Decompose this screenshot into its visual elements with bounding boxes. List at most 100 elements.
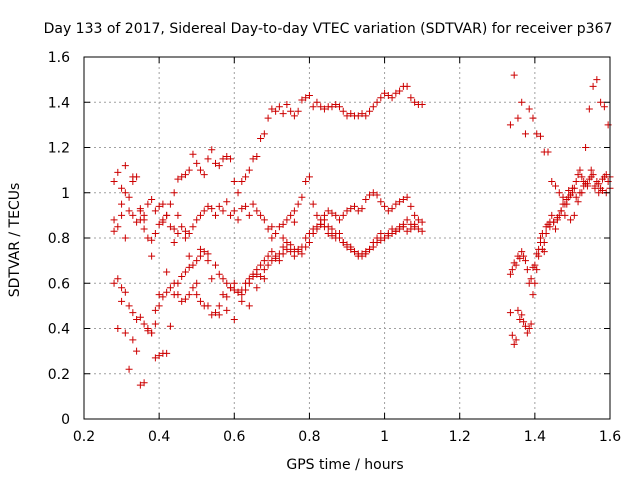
data-point [268, 234, 276, 242]
data-point [309, 200, 317, 208]
data-point [529, 114, 537, 122]
y-tick-label: 1.4 [48, 95, 70, 111]
data-point [565, 186, 573, 194]
x-tick-label: 0.6 [223, 429, 245, 445]
data-point [163, 288, 171, 296]
data-point [572, 177, 580, 185]
data-point [332, 211, 340, 219]
data-point [151, 229, 159, 237]
data-point [418, 227, 426, 235]
data-point [155, 291, 163, 299]
data-point [283, 245, 291, 253]
data-point [529, 291, 537, 299]
data-point [114, 325, 122, 332]
data-point [196, 166, 204, 174]
data-point [253, 153, 261, 161]
data-point [219, 207, 227, 215]
data-point [249, 272, 257, 280]
data-point [392, 89, 400, 97]
data-point [561, 200, 569, 208]
data-point [287, 211, 295, 219]
data-point [260, 130, 268, 138]
data-point [279, 234, 287, 242]
data-point [521, 322, 529, 330]
x-tick-labels: 0.2 0.4 0.6 0.8 1 1.2 1.4 1.6 [73, 429, 621, 445]
data-point [196, 211, 204, 219]
data-point [309, 229, 317, 237]
data-point [148, 236, 156, 244]
data-point [234, 189, 242, 197]
data-point [403, 82, 411, 90]
data-point [512, 336, 520, 344]
data-point [166, 200, 174, 208]
data-point [238, 291, 246, 299]
data-point [343, 112, 351, 120]
y-axis-label: SDTVAR / TECUs [7, 183, 23, 298]
data-point [335, 229, 343, 237]
data-point [294, 107, 302, 115]
data-point [279, 243, 287, 251]
data-point [302, 177, 310, 185]
data-point [121, 288, 129, 296]
data-point [506, 121, 514, 129]
data-point [257, 134, 265, 142]
data-point [125, 302, 133, 310]
data-point [208, 146, 216, 154]
data-point [200, 171, 208, 179]
data-point [548, 211, 556, 219]
data-point [548, 177, 556, 185]
data-point [121, 162, 129, 170]
data-point [170, 225, 178, 233]
plot-frame [83, 56, 611, 420]
data-point [155, 220, 163, 228]
data-point [193, 291, 201, 299]
data-point [155, 202, 163, 210]
data-point [347, 243, 355, 251]
data-point [324, 229, 332, 237]
data-point [384, 232, 392, 240]
data-point [294, 248, 302, 256]
data-point [166, 284, 174, 292]
data-point [302, 94, 310, 102]
data-point [133, 218, 141, 226]
data-point [268, 257, 276, 265]
data-point [155, 352, 163, 360]
data-point [369, 243, 377, 251]
y-tick-label: 0.8 [48, 231, 70, 247]
data-point [178, 272, 186, 280]
data-point [245, 166, 253, 174]
data-point [514, 114, 522, 122]
data-point [366, 107, 374, 115]
data-point [208, 205, 216, 213]
data-point [347, 205, 355, 213]
data-point [178, 173, 186, 181]
data-point [110, 227, 118, 235]
data-point [305, 91, 313, 99]
data-point [358, 252, 366, 260]
data-point [597, 98, 605, 106]
data-point [181, 171, 189, 179]
data-point [129, 336, 137, 344]
data-point [536, 239, 544, 247]
data-point [212, 159, 219, 167]
data-point [320, 105, 328, 113]
data-point [369, 103, 377, 111]
data-point [159, 293, 167, 301]
data-point [260, 275, 268, 283]
data-point [568, 184, 576, 192]
data-point [354, 112, 362, 120]
data-point [121, 189, 129, 197]
data-point [411, 220, 419, 228]
data-point [136, 381, 144, 389]
data-point [148, 196, 156, 204]
data-point [332, 234, 340, 242]
data-point [193, 279, 201, 287]
data-point [358, 205, 366, 213]
data-point [110, 216, 118, 224]
data-point [189, 150, 197, 158]
data-point [178, 297, 186, 305]
data-point [223, 279, 231, 287]
data-point [399, 223, 407, 231]
data-point [215, 311, 223, 319]
